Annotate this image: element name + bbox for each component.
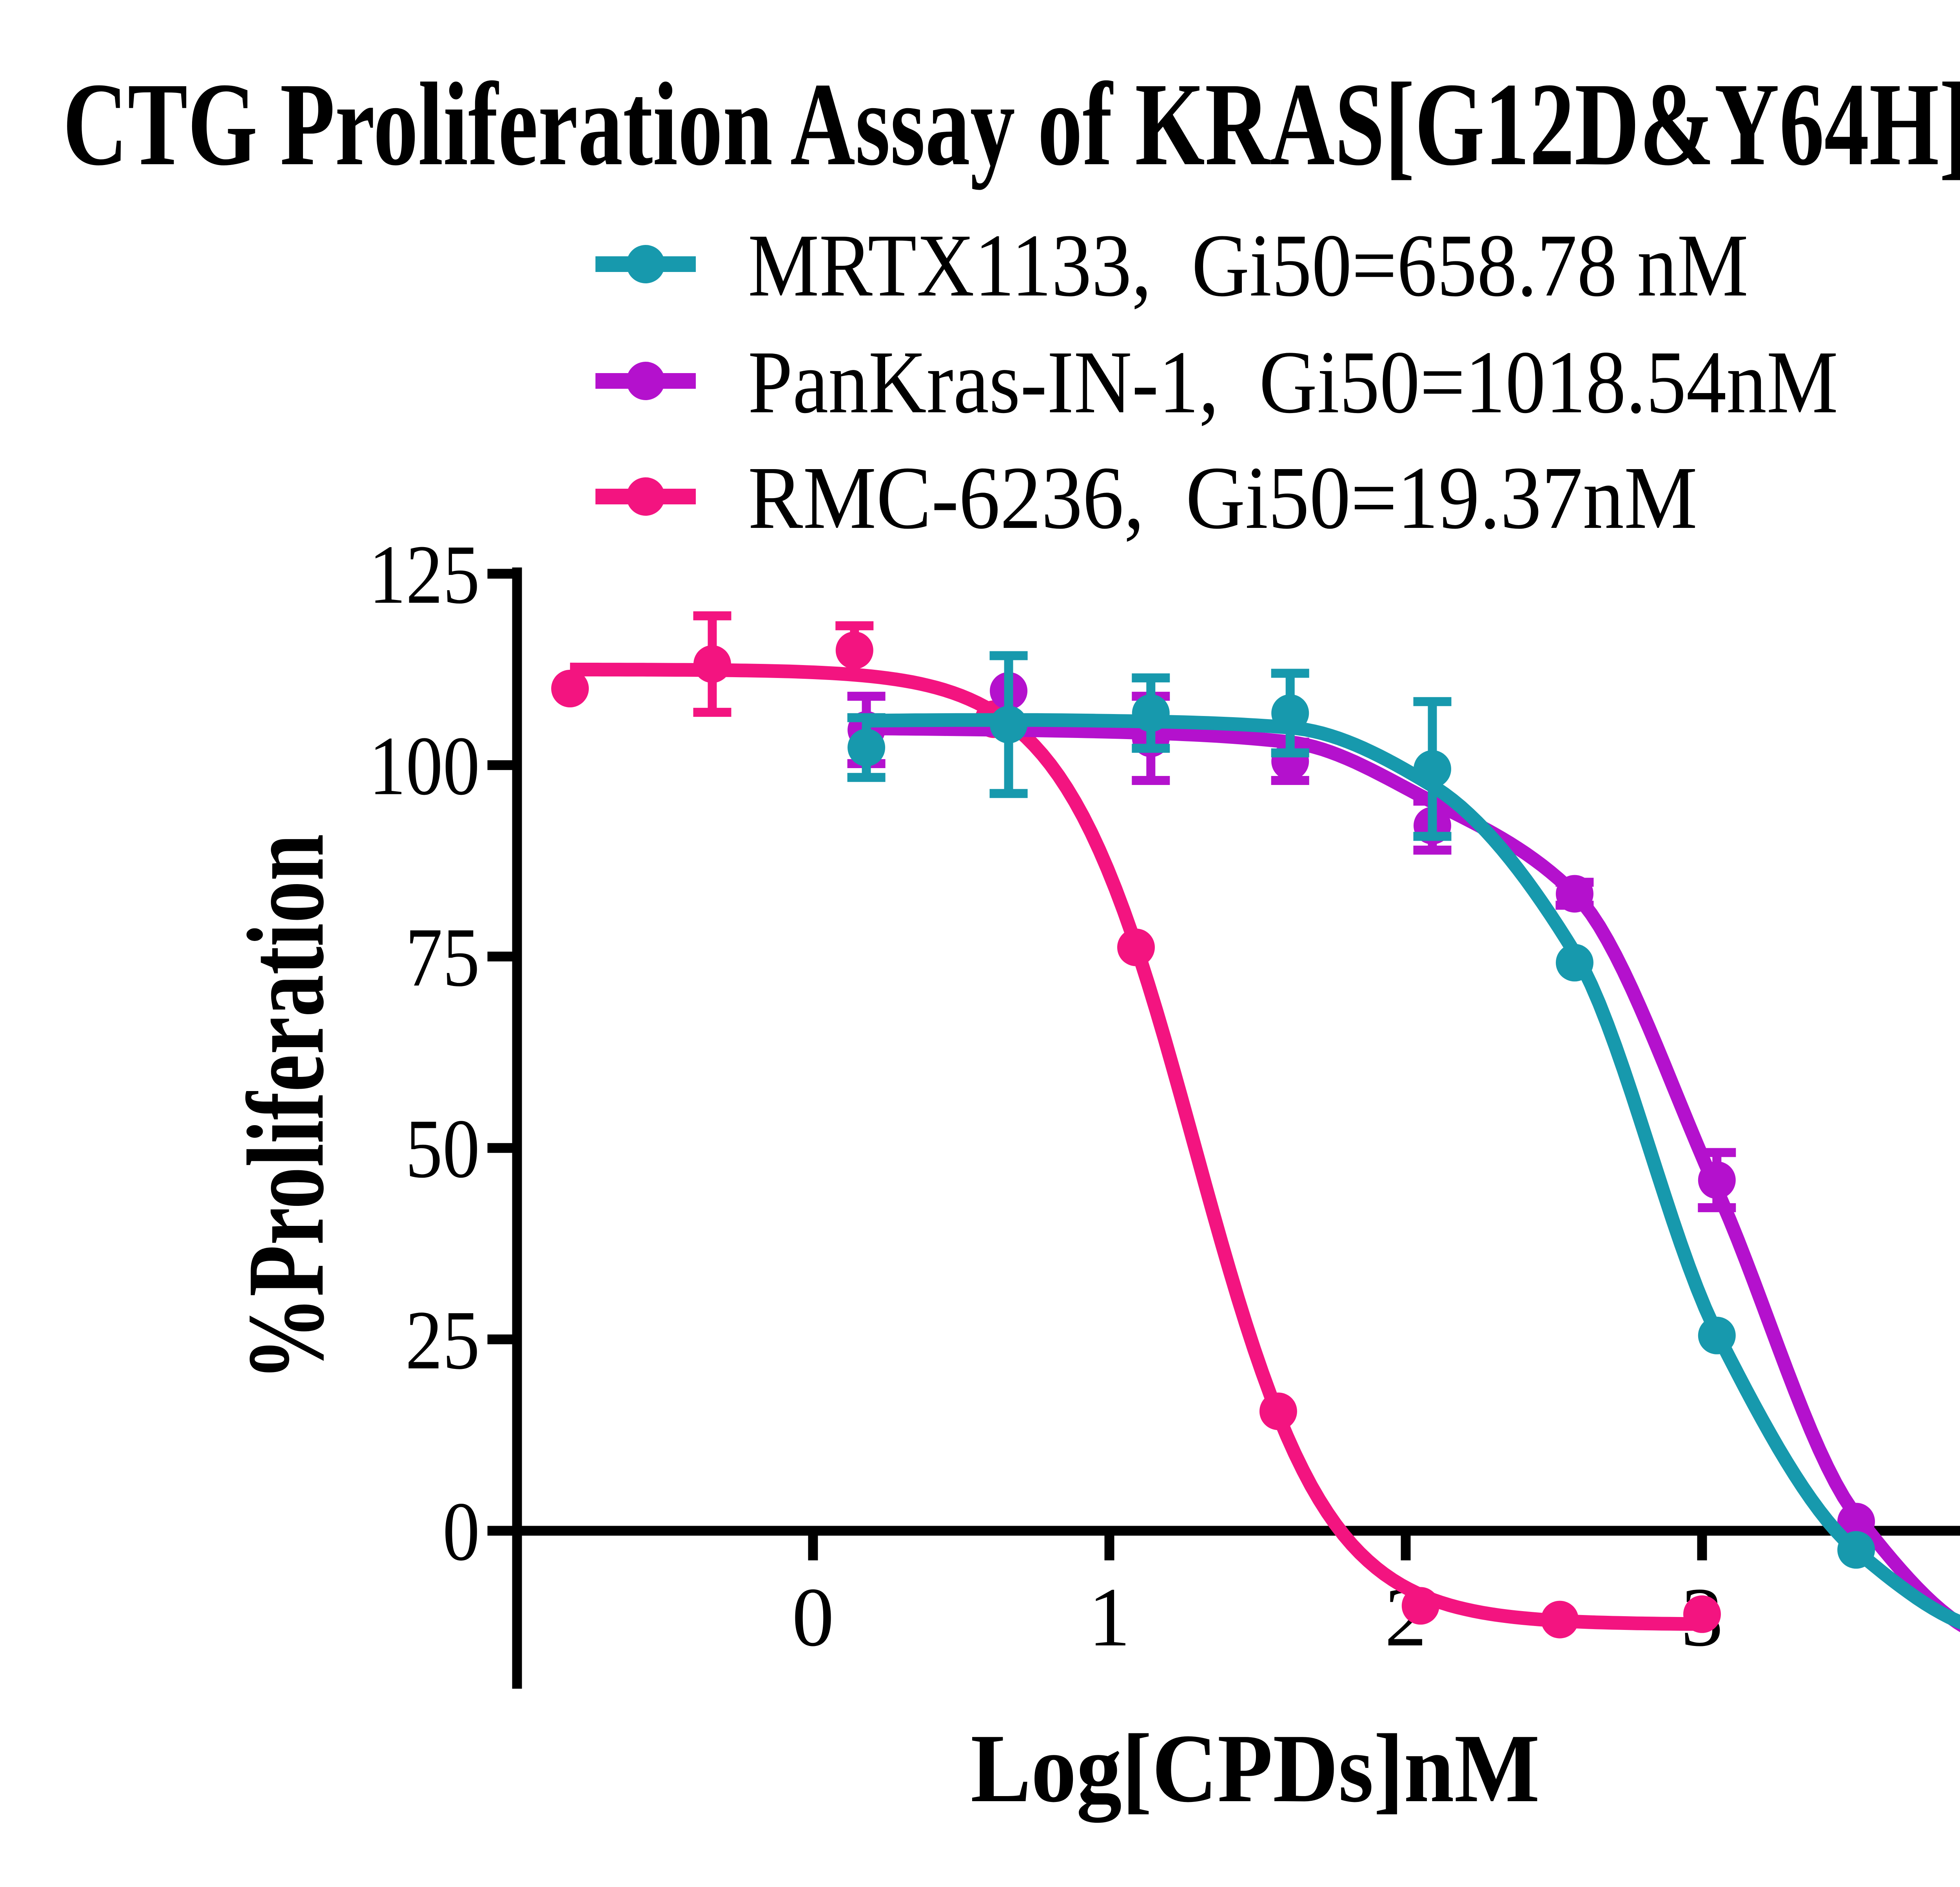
svg-text:0: 0 xyxy=(792,1570,834,1664)
svg-text:MRTX1133, Gi50=658.78 nM: MRTX1133, Gi50=658.78 nM xyxy=(748,216,1748,315)
svg-text:100: 100 xyxy=(369,719,480,812)
svg-text:0: 0 xyxy=(443,1485,480,1578)
svg-text:Log[CPDs]nM: Log[CPDs]nM xyxy=(971,1714,1540,1823)
svg-text:%Proliferation: %Proliferation xyxy=(225,834,347,1381)
svg-text:25: 25 xyxy=(405,1293,480,1387)
svg-text:1: 1 xyxy=(1088,1570,1131,1664)
svg-text:RMC-6236, Gi50=19.37nM: RMC-6236, Gi50=19.37nM xyxy=(748,448,1697,547)
svg-text:CTG Proliferation Assay of KRA: CTG Proliferation Assay of KRAS[G12D&Y64… xyxy=(63,58,1960,190)
svg-text:PanKras-IN-1, Gi50=1018.54nM: PanKras-IN-1, Gi50=1018.54nM xyxy=(748,332,1838,432)
svg-text:125: 125 xyxy=(369,527,480,621)
svg-text:75: 75 xyxy=(405,910,480,1004)
svg-text:50: 50 xyxy=(405,1102,480,1195)
